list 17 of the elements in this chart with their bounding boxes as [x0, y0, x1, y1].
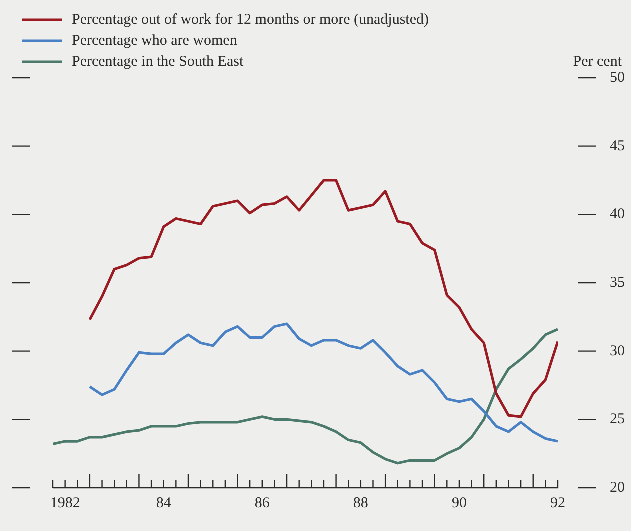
- y-tick-label: 20: [610, 480, 625, 496]
- legend-label: Percentage in the South East: [72, 54, 244, 70]
- x-tick-label: 92: [550, 495, 566, 512]
- y-tick-label: 30: [610, 343, 625, 360]
- x-tick-label: 90: [452, 495, 467, 512]
- legend-label: Percentage out of work for 12 months or more (unadjusted): [72, 12, 429, 28]
- x-tick-label: 88: [353, 495, 368, 512]
- y-tick-label: 50: [610, 70, 625, 86]
- y-tick-label: 25: [610, 412, 625, 428]
- x-tick-label: 1982: [50, 495, 80, 512]
- y-tick-label: 45: [610, 138, 625, 154]
- y-axis-title: Per cent: [573, 54, 623, 70]
- x-tick-label: 84: [156, 495, 172, 512]
- x-tick-label: 86: [254, 495, 270, 512]
- y-tick-label: 40: [610, 206, 625, 223]
- y-tick-label: 35: [610, 274, 625, 291]
- legend-label: Percentage who are women: [72, 32, 238, 49]
